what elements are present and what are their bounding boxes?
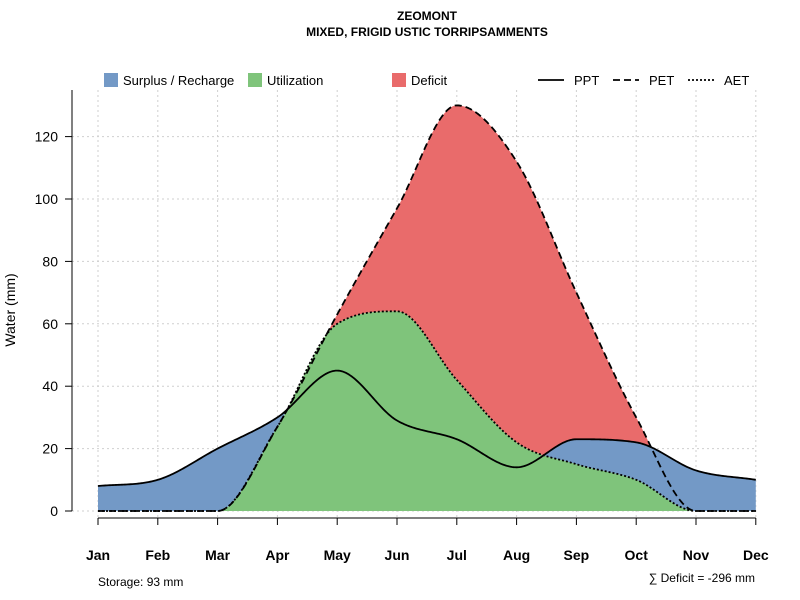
y-tick-label: 40 (42, 378, 58, 394)
legend-swatch (104, 73, 118, 87)
legend-label: Deficit (411, 73, 448, 88)
legend-label: PPT (574, 73, 599, 88)
x-tick-label-apr: Apr (265, 547, 290, 563)
series-line-aet (98, 310, 756, 512)
storage-annotation: Storage: 93 mm (98, 575, 183, 589)
x-tick-label-nov: Nov (683, 547, 710, 563)
x-tick-label-aug: Aug (503, 547, 530, 563)
utilization-base-area (98, 370, 756, 511)
legend-swatch (248, 73, 262, 87)
x-tick-label-feb: Feb (145, 547, 170, 563)
legend-item-surplus-recharge: Surplus / Recharge (104, 73, 234, 88)
chart-subtitle: MIXED, FRIGID USTIC TORRIPSAMMENTS (306, 25, 548, 39)
deficit-annotation: ∑ Deficit = -296 mm (649, 571, 755, 585)
legend-swatch (392, 73, 406, 87)
legend-item-deficit: Deficit (392, 73, 448, 88)
x-tick-label-may: May (324, 547, 351, 563)
series-line-pet (98, 104, 756, 512)
y-tick-label: 60 (42, 316, 58, 332)
surplus-area (98, 311, 756, 511)
y-tick-label: 80 (42, 253, 58, 269)
x-tick-label-jan: Jan (86, 547, 110, 563)
legend-label: Utilization (267, 73, 323, 88)
utilization-area (98, 311, 756, 487)
legend-item-utilization: Utilization (248, 73, 323, 88)
legend-label: AET (724, 73, 749, 88)
x-tick-label-oct: Oct (625, 547, 649, 563)
chart-title: ZEOMONT (397, 9, 458, 23)
area-fills (98, 105, 756, 512)
x-tick-label-jul: Jul (447, 547, 467, 563)
legend-item-pet: PET (613, 73, 674, 88)
series-line-ppt (97, 369, 756, 487)
legend-label: PET (649, 73, 674, 88)
y-tick-label: 100 (35, 191, 59, 207)
deficit-area (98, 105, 756, 512)
y-tick-label: 20 (42, 441, 58, 457)
legend-label: Surplus / Recharge (123, 73, 234, 88)
axes: 0 20 40 60 80 100 120 Jan Feb Mar Apr May Jun Jul Aug S… (35, 90, 769, 563)
x-tick-label-jun: Jun (385, 547, 410, 563)
x-tick-label-mar: Mar (205, 547, 230, 563)
x-tick-label-dec: Dec (743, 547, 769, 563)
x-tick-label-sep: Sep (564, 547, 590, 563)
legend: Surplus / Recharge Utilization Deficit PPT P… (104, 73, 749, 88)
legend-item-aet: AET (688, 73, 749, 88)
series-lines (97, 104, 756, 512)
y-tick-label: 120 (35, 129, 59, 145)
legend-item-ppt: PPT (538, 73, 599, 88)
y-tick-label: 0 (50, 503, 58, 519)
y-axis-label: Water (mm) (2, 273, 18, 346)
